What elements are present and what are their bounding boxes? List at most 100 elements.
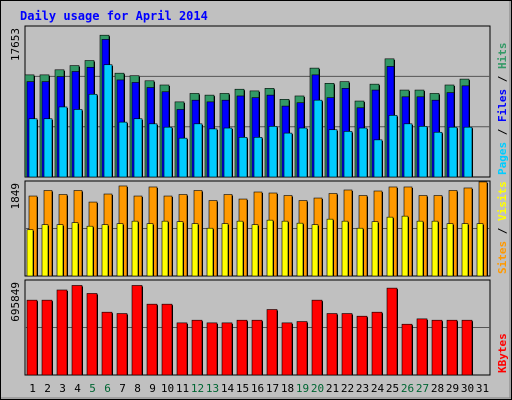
bar-pages-day-17 (268, 126, 278, 178)
x-tick-label-day-22: 22 (341, 382, 354, 395)
bar-sites-day-5 (86, 225, 94, 277)
bar-kbytes-day-28 (431, 319, 443, 376)
bar-sites-day-4 (71, 222, 79, 277)
bar-sites-day-21 (326, 218, 334, 277)
legend-entry: Pages (496, 142, 509, 175)
bar-pages-day-3 (58, 106, 68, 178)
legend-entry: / (496, 69, 509, 89)
x-tick-label-day-13: 13 (206, 382, 219, 395)
legend-pages-files-hits: Pages / Files / Hits (496, 43, 509, 176)
x-axis-labels: 1 2 3 4 5 6 7 8 9 10 11 12 13 14 15 16 17 18 19 20 21 22 23 24 2… (29, 382, 489, 395)
x-tick-label-day-21: 21 (326, 382, 339, 395)
y-max-label: 1849 (9, 183, 22, 210)
bar-pages-day-22 (343, 131, 353, 178)
x-tick-label-day-14: 14 (221, 382, 235, 395)
bar-pages-day-8 (133, 118, 143, 178)
bar-pages-day-4 (73, 109, 83, 178)
bar-sites-day-24 (371, 221, 379, 277)
legend-entry: KBytes (496, 333, 509, 373)
bar-kbytes-day-24 (371, 311, 383, 376)
bar-pages-day-26 (403, 123, 413, 178)
bar-pages-day-25 (388, 115, 398, 178)
bar-kbytes-day-26 (401, 323, 413, 376)
bar-pages-day-29 (448, 126, 458, 178)
x-tick-label-day-6: 6 (104, 382, 111, 395)
bar-sites-day-22 (341, 220, 349, 277)
bar-kbytes-day-14 (221, 322, 233, 376)
x-tick-label-day-30: 30 (461, 382, 474, 395)
bar-sites-day-6 (101, 224, 109, 277)
x-tick-label-day-23: 23 (356, 382, 369, 395)
bar-pages-day-20 (313, 99, 323, 178)
bar-kbytes-day-2 (41, 299, 53, 376)
bar-sites-day-11 (176, 221, 184, 277)
chart-title: Daily usage for April 2014 (20, 9, 208, 23)
bar-sites-day-26 (401, 215, 409, 277)
bar-kbytes-day-20 (311, 299, 323, 376)
bar-kbytes-day-7 (116, 313, 128, 376)
x-tick-label-day-20: 20 (311, 382, 324, 395)
bar-sites-day-25 (386, 216, 394, 277)
bar-pages-day-18 (283, 132, 293, 178)
x-tick-label-day-16: 16 (251, 382, 264, 395)
bar-kbytes-day-17 (266, 309, 278, 376)
y-max-label: 17653 (9, 28, 22, 61)
bar-pages-day-28 (433, 131, 443, 178)
x-tick-label-day-18: 18 (281, 382, 294, 395)
x-tick-label-day-7: 7 (119, 382, 126, 395)
legend-entry: Hits (496, 43, 509, 70)
bar-sites-day-15 (236, 220, 244, 277)
bar-sites-day-29 (446, 223, 454, 277)
bar-pages-day-9 (148, 123, 158, 178)
bar-sites-day-23 (356, 227, 364, 277)
legend-entry: / (496, 221, 509, 241)
bar-sites-day-1 (26, 229, 34, 277)
bar-kbytes-day-10 (161, 303, 173, 376)
bar-sites-day-30 (461, 223, 469, 277)
bar-pages-day-12 (193, 123, 203, 178)
x-tick-label-day-2: 2 (44, 382, 51, 395)
panel-pages-files-hits: 17653 Pages / Files / Hits (9, 25, 509, 178)
bar-kbytes-day-27 (416, 318, 428, 376)
x-tick-label-day-4: 4 (74, 382, 81, 395)
bar-kbytes-day-12 (191, 319, 203, 376)
panel-sites-visits: 1849 Sites / Visits (9, 180, 509, 277)
legend-entry: / (496, 122, 509, 142)
panel-kbytes: 695849 KBytes (9, 279, 509, 376)
bar-pages-day-5 (88, 93, 98, 178)
bar-kbytes-day-23 (356, 315, 368, 376)
legend-entry: Sites (496, 241, 509, 274)
bar-pages-day-14 (223, 127, 233, 178)
x-tick-label-day-26: 26 (401, 382, 414, 395)
bar-kbytes-day-21 (326, 313, 338, 376)
bar-sites-day-18 (281, 220, 289, 277)
bar-kbytes-day-11 (176, 322, 188, 376)
x-tick-label-day-1: 1 (29, 382, 36, 395)
bar-sites-day-31 (476, 223, 484, 277)
bar-kbytes-day-4 (71, 285, 83, 376)
bar-sites-day-8 (131, 220, 139, 277)
legend-entry: Files (496, 89, 509, 122)
bar-sites-day-2 (41, 224, 49, 277)
bar-kbytes-day-30 (461, 319, 473, 376)
bar-kbytes-day-18 (281, 322, 293, 376)
bar-pages-day-7 (118, 121, 128, 178)
bar-kbytes-day-19 (296, 321, 308, 376)
x-tick-label-day-31: 31 (476, 382, 489, 395)
bar-kbytes-day-9 (146, 303, 158, 376)
x-tick-label-day-5: 5 (89, 382, 96, 395)
bar-sites-day-7 (116, 223, 124, 277)
x-tick-label-day-27: 27 (416, 382, 429, 395)
x-tick-label-day-12: 12 (191, 382, 204, 395)
x-tick-label-day-9: 9 (149, 382, 156, 395)
x-tick-label-day-10: 10 (161, 382, 174, 395)
bar-sites-day-27 (416, 220, 424, 277)
bar-pages-day-19 (298, 127, 308, 178)
x-tick-label-day-11: 11 (176, 382, 189, 395)
bar-kbytes-day-6 (101, 311, 113, 376)
bar-pages-day-2 (43, 118, 53, 178)
bar-sites-day-10 (161, 220, 169, 277)
x-tick-label-day-19: 19 (296, 382, 309, 395)
x-tick-label-day-17: 17 (266, 382, 279, 395)
